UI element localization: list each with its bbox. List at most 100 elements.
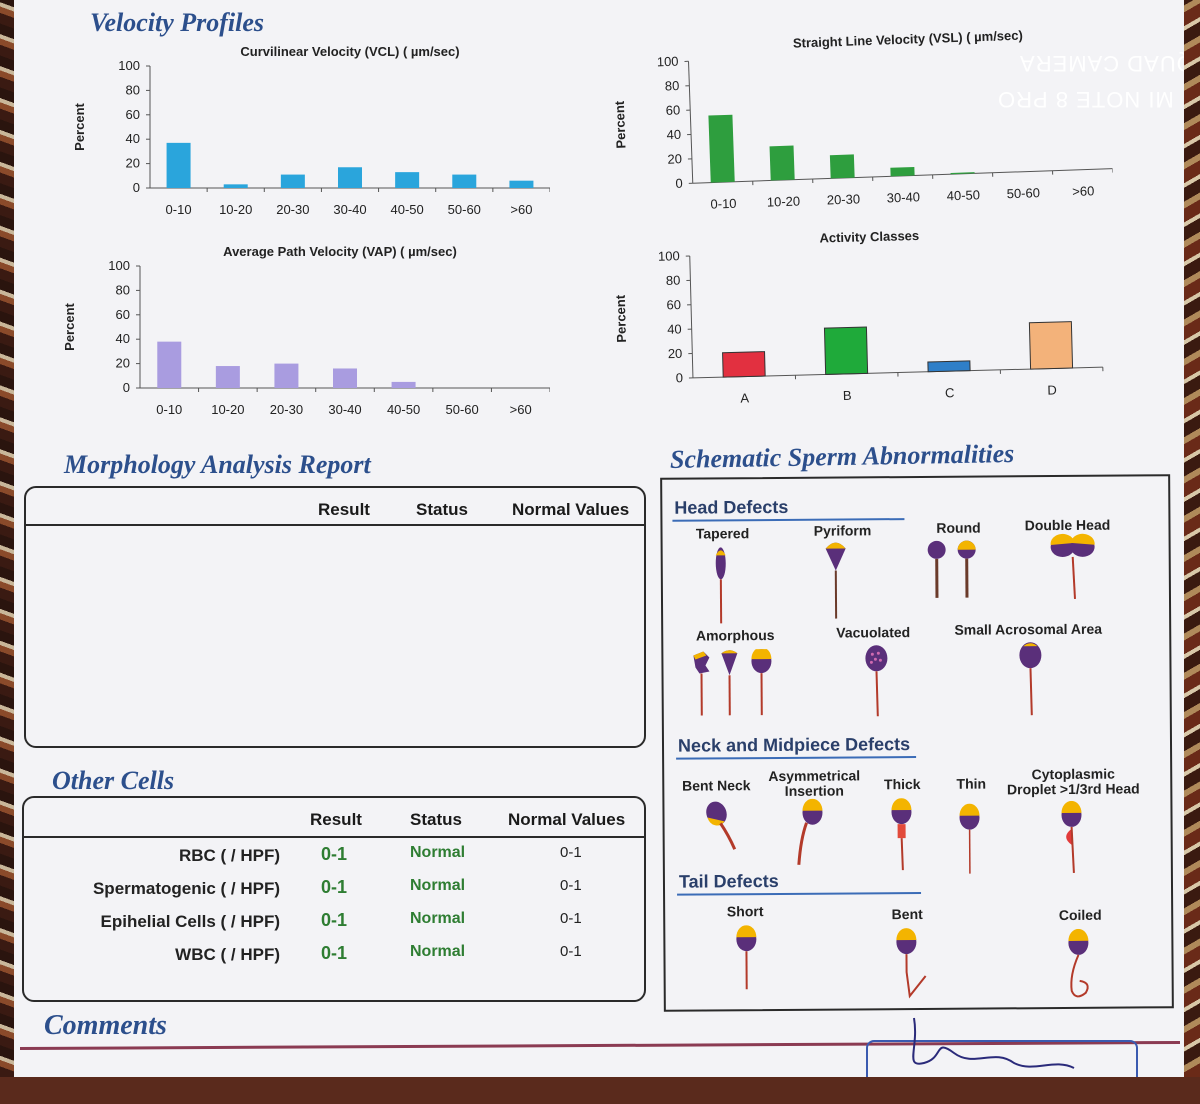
tapered-label: Tapered [682,525,762,542]
x-tick-label: 30-40 [333,202,366,217]
tapered-sperm-icon [711,545,732,625]
asymmetrical-insertion-sperm-icon [792,799,832,869]
report-page: MI NOTE 8 PRO AI QUAD CAMERA Velocity Pr… [14,0,1184,1077]
chart-title: Average Path Velocity (VAP) ( µm/sec) [223,244,457,259]
round-sperm-icon [925,538,986,618]
y-tick-label: 20 [126,156,140,171]
x-tick-label: D [1047,382,1057,397]
coiled-label: Coiled [1045,907,1115,923]
y-tick-label: 40 [667,321,682,336]
y-tick-label: 80 [666,273,681,288]
double-head-label: Double Head [1012,517,1122,534]
rbc-normal: 0-1 [560,844,582,861]
bar [723,352,766,377]
y-tick-label: 0 [123,380,130,395]
x-tick-label: 0-10 [710,196,737,212]
y-axis [689,61,693,183]
tail-defects-underline [677,892,921,896]
comments-title: Comments [44,1010,167,1042]
y-tick-label: 60 [116,307,130,322]
epithelial-normal: 0-1 [560,910,582,927]
bar [392,382,416,388]
thin-label: Thin [946,775,996,791]
morphology-title: Morphology Analysis Report [64,450,371,480]
chart-title: Straight Line Velocity (VSL) ( µm/sec) [793,28,1023,51]
spermatogenic-normal: 0-1 [560,877,582,894]
x-tick-label: 40-50 [387,402,420,417]
schematic-box: Head Defects Tapered Pyriform Round Doub… [660,474,1174,1012]
bar [167,143,191,188]
bent-label: Bent [877,906,937,922]
bar [824,327,867,374]
rbc-status: Normal [410,844,465,862]
thick-label: Thick [872,776,932,792]
chart-title: Curvilinear Velocity (VCL) ( µm/sec) [240,44,459,59]
y-tick-label: 40 [126,131,140,146]
morphology-header-divider [26,524,644,526]
bent-neck-label: Bent Neck [676,777,756,794]
neck-defects-underline [676,756,916,760]
y-tick-label: 0 [133,180,140,195]
cytoplasmic-droplet-sperm-icon [1056,801,1097,875]
x-tick-label: B [843,388,852,403]
x-tick-label: 10-20 [767,193,801,209]
x-tick-label: 0-10 [156,402,182,417]
short-label: Short [715,903,775,919]
wbc-normal: 0-1 [560,943,582,960]
x-tick-label: 30-40 [887,189,921,205]
bar [1029,322,1072,369]
epithelial-status: Normal [410,910,465,928]
x-tick-label: 20-30 [276,202,309,217]
y-tick-label: 60 [126,107,140,122]
y-axis [690,256,693,378]
y-tick-label: 100 [118,58,140,73]
amorphous-label: Amorphous [685,627,785,644]
chart-title: Activity Classes [819,228,919,246]
vap-chart: Average Path Velocity (VAP) ( µm/sec)Per… [60,236,550,426]
bar [274,364,298,388]
velocity-profiles-title: Velocity Profiles [90,8,264,38]
vacuolated-sperm-icon [861,644,892,718]
bar [830,154,855,178]
other-cells-table: Result Status Normal Values RBC ( / HPF)… [22,796,646,1002]
bar [333,368,357,388]
pyriform-sperm-icon [823,540,850,620]
coiled-tail-sperm-icon [1063,929,1104,1003]
bar [770,146,795,181]
y-tick-label: 20 [668,346,683,361]
y-tick-label: 40 [666,127,681,142]
amorphous-sperm-icon [689,649,779,720]
vcl-chart: Curvilinear Velocity (VCL) ( µm/sec)Perc… [70,42,550,227]
short-tail-sperm-icon [731,925,761,995]
x-tick-label: >60 [510,202,532,217]
morphology-table: Result Status Normal Values [24,486,646,748]
tail-defects-title: Tail Defects [679,871,779,893]
rbc-label: RBC ( / HPF) [20,846,280,866]
bent-tail-sperm-icon [891,928,932,1002]
asymmetrical-insertion-label: Asymmetrical Insertion [762,768,866,799]
pyriform-label: Pyriform [802,522,882,539]
bar [928,361,970,372]
small-acrosomal-sperm-icon [1015,641,1046,717]
y-tick-label: 0 [675,176,683,191]
y-tick-label: 40 [116,331,130,346]
vacuolated-label: Vacuolated [823,624,923,641]
y-tick-label: 20 [116,356,130,371]
morphology-header-result: Result [318,500,370,520]
epithelial-label: Epihelial Cells ( / HPF) [20,912,280,932]
head-defects-title: Head Defects [674,497,788,519]
bar [216,366,240,388]
head-defects-underline [672,518,904,522]
spermatogenic-result: 0-1 [321,877,347,898]
bar [890,167,914,176]
wbc-result: 0-1 [321,943,347,964]
y-tick-label: 60 [666,297,681,312]
x-tick-label: 40-50 [946,187,980,203]
y-axis-label: Percent [612,100,629,149]
y-axis-label: Percent [613,294,629,343]
spermatogenic-status: Normal [410,877,465,895]
bar [708,115,734,183]
other-cells-header-divider [24,836,644,838]
spermatogenic-label: Spermatogenic ( / HPF) [20,879,280,899]
